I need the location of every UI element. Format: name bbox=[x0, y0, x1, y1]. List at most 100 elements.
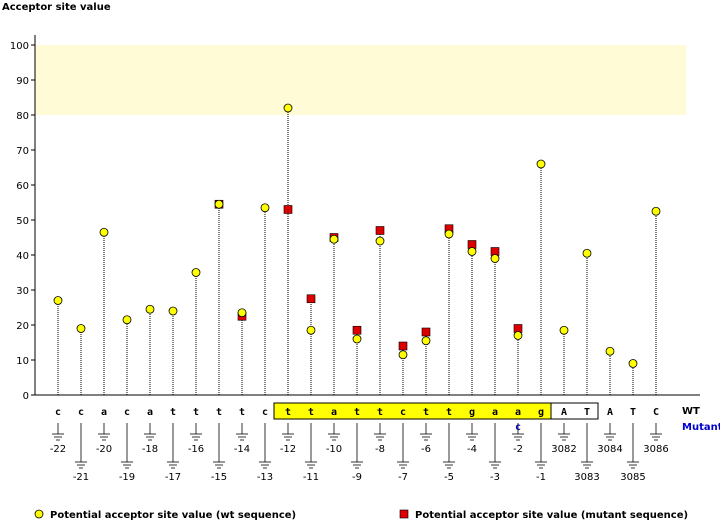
wt-point bbox=[283, 103, 293, 113]
base-label: T bbox=[630, 407, 636, 418]
wt-point bbox=[122, 315, 132, 325]
wt-point bbox=[306, 325, 316, 335]
wt-point bbox=[214, 199, 224, 209]
position-number: -1 bbox=[536, 472, 546, 483]
base-label: t bbox=[377, 407, 383, 418]
position-number: 3086 bbox=[643, 444, 668, 455]
position-number: -9 bbox=[352, 472, 362, 483]
wt-point bbox=[628, 359, 638, 368]
boxed-sequence-region bbox=[273, 402, 556, 420]
base-label: a bbox=[147, 407, 153, 418]
base-label: a bbox=[101, 407, 107, 418]
position-number: -19 bbox=[119, 472, 135, 483]
position-number: -14 bbox=[234, 444, 250, 455]
y-tick-label: 10 bbox=[16, 356, 29, 367]
base-label: A bbox=[607, 407, 613, 418]
mutant-point bbox=[306, 294, 316, 304]
position-number: -16 bbox=[188, 444, 204, 455]
y-tick-label: 20 bbox=[16, 321, 29, 332]
legend-wt-marker bbox=[34, 509, 44, 519]
y-tick-label: 90 bbox=[16, 76, 29, 87]
wt-point bbox=[605, 346, 615, 356]
position-number: 3083 bbox=[574, 472, 599, 483]
position-number: -17 bbox=[165, 472, 181, 483]
position-number: -3 bbox=[490, 472, 500, 483]
position-number: -12 bbox=[280, 444, 296, 455]
wt-point bbox=[536, 159, 546, 169]
legend: Potential acceptor site value (wt sequen… bbox=[34, 509, 688, 520]
base-label: t bbox=[216, 407, 222, 418]
legend-mutant-label: Potential acceptor site value (mutant se… bbox=[415, 510, 688, 520]
wt-point bbox=[168, 306, 178, 316]
base-label: c bbox=[262, 407, 268, 418]
y-tick-label: 60 bbox=[16, 181, 29, 192]
y-axis-title: Acceptor site value bbox=[2, 2, 111, 13]
wt-point bbox=[559, 325, 569, 335]
base-label: a bbox=[515, 407, 521, 418]
y-tick-label: 70 bbox=[16, 146, 29, 157]
position-number: -4 bbox=[467, 444, 477, 455]
wt-point bbox=[329, 234, 339, 244]
legend-wt-label: Potential acceptor site value (wt sequen… bbox=[50, 510, 296, 520]
base-label: A bbox=[561, 407, 567, 418]
y-tick-label: 100 bbox=[10, 41, 29, 52]
position-number: 3082 bbox=[551, 444, 576, 455]
wt-point bbox=[99, 227, 109, 237]
wt-point bbox=[398, 350, 408, 360]
wt-point bbox=[467, 247, 477, 256]
wt-point bbox=[582, 248, 592, 258]
y-tick-label: 50 bbox=[16, 216, 29, 227]
base-label: c bbox=[55, 407, 61, 418]
position-number: -10 bbox=[326, 444, 342, 455]
base-label: t bbox=[170, 407, 176, 418]
wt-point bbox=[260, 203, 270, 213]
position-number: -15 bbox=[211, 472, 227, 483]
legend-mutant-marker bbox=[399, 509, 409, 519]
position-number: -11 bbox=[303, 472, 319, 483]
y-tick-label: 0 bbox=[23, 391, 29, 402]
wt-point bbox=[145, 304, 155, 314]
mutant-row-label: Mutant bbox=[682, 422, 720, 433]
base-label: c bbox=[78, 407, 84, 418]
wt-point bbox=[490, 254, 500, 263]
highlight-band bbox=[35, 45, 686, 115]
base-label: a bbox=[331, 407, 337, 418]
mutant-point bbox=[283, 205, 293, 214]
wt-point bbox=[444, 229, 454, 239]
y-tick-label: 40 bbox=[16, 251, 29, 262]
wt-point bbox=[76, 324, 86, 333]
position-number: -21 bbox=[73, 472, 89, 483]
position-number: -6 bbox=[421, 444, 431, 455]
mutant-point bbox=[375, 226, 385, 235]
position-number: -7 bbox=[398, 472, 408, 483]
wt-point bbox=[352, 334, 362, 344]
wt-point bbox=[513, 331, 523, 340]
base-label: t bbox=[423, 407, 429, 418]
wt-point bbox=[651, 206, 661, 216]
position-number: 3085 bbox=[620, 472, 645, 483]
base-label: t bbox=[239, 407, 245, 418]
base-label: t bbox=[308, 407, 314, 418]
wt-point bbox=[375, 236, 385, 246]
mutant-point bbox=[421, 327, 431, 337]
base-label: C bbox=[653, 407, 659, 418]
base-label: t bbox=[285, 407, 291, 418]
base-label: g bbox=[538, 407, 544, 418]
position-number: -8 bbox=[375, 444, 385, 455]
base-label: a bbox=[492, 407, 498, 418]
wt-row-label: WT bbox=[682, 406, 700, 417]
base-label: T bbox=[584, 407, 590, 418]
mutant-point bbox=[398, 341, 408, 351]
base-label: t bbox=[446, 407, 452, 418]
y-tick-label: 80 bbox=[16, 111, 29, 122]
base-label: t bbox=[354, 407, 360, 418]
position-number: 3084 bbox=[597, 444, 622, 455]
wt-point bbox=[53, 296, 63, 305]
base-label: g bbox=[469, 407, 475, 418]
position-number: -13 bbox=[257, 472, 273, 483]
position-number: -5 bbox=[444, 472, 454, 483]
base-label: t bbox=[193, 407, 199, 418]
wt-point bbox=[191, 268, 201, 277]
exon-sequence-box bbox=[550, 402, 599, 420]
